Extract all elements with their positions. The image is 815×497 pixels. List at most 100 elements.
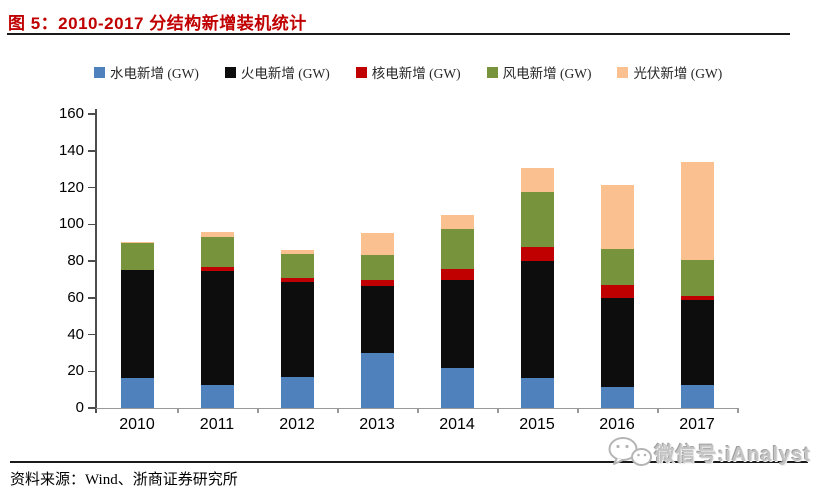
x-tick-mark xyxy=(657,408,659,413)
x-tick-label: 2012 xyxy=(279,416,315,433)
bar-segment xyxy=(520,377,554,408)
bar-segment xyxy=(120,377,154,408)
y-tick-mark xyxy=(88,260,96,262)
legend-swatch-icon xyxy=(355,66,367,78)
bar-segment xyxy=(600,249,634,285)
legend-swatch-icon xyxy=(486,66,498,78)
plot-area xyxy=(97,114,737,408)
x-tick-label: 2013 xyxy=(359,416,395,433)
stacked-bar-2014 xyxy=(440,215,474,408)
y-tick-label: 20 xyxy=(67,362,84,380)
bar-segment xyxy=(440,269,474,281)
y-tick-mark xyxy=(88,150,96,152)
bar-segment xyxy=(440,229,474,270)
title-divider xyxy=(7,33,790,35)
legend-label: 水电新增 (GW) xyxy=(110,66,199,81)
x-tick-label: 2015 xyxy=(519,416,555,433)
y-tick-label: 0 xyxy=(75,399,84,416)
legend-swatch-icon xyxy=(617,66,629,78)
bar-segment xyxy=(280,249,314,254)
bar-segment xyxy=(120,269,154,378)
legend-item: 水电新增 (GW) xyxy=(94,62,199,82)
bar-segment xyxy=(360,285,394,353)
bar-segment xyxy=(520,192,554,247)
legend-label: 光伏新增 (GW) xyxy=(633,66,723,81)
bar-segment xyxy=(360,352,394,408)
y-tick-label: 140 xyxy=(58,141,84,159)
bar-segment xyxy=(280,253,314,279)
x-tick-label: 2014 xyxy=(439,416,475,433)
y-tick-mark xyxy=(88,333,96,336)
y-tick-label: 100 xyxy=(58,215,84,233)
bar-segment xyxy=(440,367,474,408)
bar-segment xyxy=(280,278,314,283)
x-tick-label: 2010 xyxy=(119,416,155,433)
bar-segment xyxy=(360,280,394,286)
bar-segment xyxy=(600,297,634,388)
bar-segment xyxy=(200,266,234,271)
y-tick-label: 160 xyxy=(58,105,84,122)
source-text: 资料来源：Wind、浙商证券研究所 xyxy=(10,472,238,488)
legend-item: 风电新增 (GW) xyxy=(486,62,592,82)
legend-label: 风电新增 (GW) xyxy=(502,66,592,81)
bar-segment xyxy=(600,185,634,250)
y-tick-mark xyxy=(88,223,96,225)
x-tick-mark xyxy=(177,408,179,413)
x-tick-mark xyxy=(337,408,339,413)
x-tick-mark xyxy=(497,408,499,413)
bar-segment xyxy=(200,231,234,238)
x-tick-mark xyxy=(257,408,259,413)
x-tick-mark xyxy=(417,408,419,413)
y-tick-label: 120 xyxy=(58,178,84,196)
y-tick-label: 40 xyxy=(67,325,84,343)
stacked-bar-2012 xyxy=(280,249,314,408)
figure-title: 图 5：2010-2017 分结构新增装机统计 xyxy=(8,14,307,33)
bar-segment xyxy=(440,280,474,368)
bar-segment xyxy=(680,385,714,408)
legend-swatch-icon xyxy=(94,66,105,78)
y-tick-label: 60 xyxy=(67,288,84,306)
bar-segment xyxy=(600,387,634,408)
footer-divider xyxy=(10,461,808,463)
bar-segment xyxy=(280,282,314,377)
y-tick-label: 80 xyxy=(67,252,84,269)
x-tick-mark xyxy=(737,408,739,413)
stacked-bar-2013 xyxy=(360,233,394,408)
bar-segment xyxy=(120,242,154,270)
stacked-bar-2015 xyxy=(520,167,554,408)
legend-item: 火电新增 (GW) xyxy=(224,62,330,82)
bar-segment xyxy=(680,161,714,261)
y-tick-mark xyxy=(88,370,96,372)
bar-segment xyxy=(120,241,154,243)
y-tick-mark xyxy=(88,407,96,409)
x-tick-mark xyxy=(577,408,579,413)
stacked-bar-2016 xyxy=(600,185,634,408)
bar-segment xyxy=(680,295,714,300)
x-tick-label: 2016 xyxy=(599,416,635,433)
bar-segment xyxy=(280,376,314,408)
y-axis-line xyxy=(95,109,97,413)
legend: 水电新增 (GW) 火电新增 (GW) 核电新增 (GW) 风电新增 (GW) 光伏新增… xyxy=(94,62,722,82)
watermark-text: 微信号:iAnalyst xyxy=(654,443,811,466)
x-tick-label: 2011 xyxy=(199,416,235,433)
stacked-bar-2010 xyxy=(120,241,154,408)
y-tick-mark xyxy=(88,113,96,115)
legend-swatch-icon xyxy=(224,66,236,78)
bar-segment xyxy=(680,260,714,296)
bar-segment xyxy=(520,246,554,261)
bar-segment xyxy=(600,284,634,298)
legend-label: 火电新增 (GW) xyxy=(240,66,330,81)
stacked-bar-2017 xyxy=(680,161,714,408)
bar-segment xyxy=(520,167,554,193)
bar-segment xyxy=(200,385,234,408)
legend-label: 核电新增 (GW) xyxy=(371,66,461,81)
bar-segment xyxy=(360,233,394,255)
bar-segment xyxy=(200,237,234,267)
x-tick-label: 2017 xyxy=(679,416,715,433)
bar-segment xyxy=(440,215,474,230)
legend-item: 核电新增 (GW) xyxy=(355,62,461,82)
watermark: 微信号:iAnalyst xyxy=(607,436,811,468)
bar-segment xyxy=(200,270,234,386)
stacked-bar-2011 xyxy=(200,231,234,408)
